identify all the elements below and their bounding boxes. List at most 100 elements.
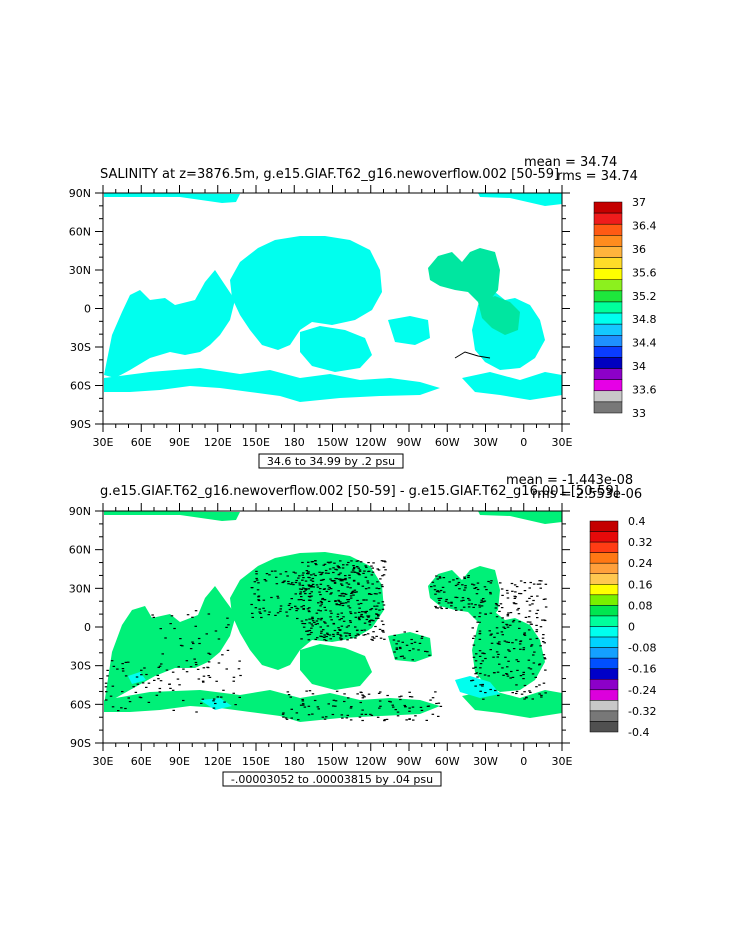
contour-mark (515, 692, 518, 695)
contour-mark (111, 706, 115, 708)
contour-mark (399, 647, 402, 650)
mean-label: mean = 34.74 (524, 155, 617, 170)
contour-mark (315, 612, 319, 614)
contour-mark (353, 589, 357, 591)
contour-mark (514, 591, 517, 593)
contour-mark (410, 642, 414, 645)
contour-mark (111, 685, 115, 687)
contour-mark (358, 619, 361, 621)
contour-mark (538, 664, 541, 666)
x-axis: 30E 60E 90E 120E 150E 180 150W 120W 90W 60W 30W 0 30… (93, 185, 573, 449)
colorbar-label: 36.4 (632, 219, 657, 232)
contour-mark (439, 589, 443, 592)
contour-mark (392, 639, 396, 641)
contour-mark (158, 691, 162, 693)
contour-mark (329, 588, 333, 590)
contour-mark (265, 573, 269, 575)
y-tick-label: 30N (69, 582, 91, 595)
contour-note: 34.6 to 34.99 by .2 psu (267, 455, 395, 468)
contour-mark (364, 565, 367, 567)
colorbar-label: 35.2 (632, 290, 657, 303)
contour-mark (258, 611, 261, 613)
contour-mark (202, 681, 205, 683)
contour-mark (339, 560, 342, 562)
colorbar-swatch (593, 235, 623, 247)
contour-mark (360, 615, 363, 617)
contour-mark (354, 616, 358, 618)
contour-mark (443, 591, 446, 593)
contour-mark (535, 629, 539, 631)
contour-mark (320, 617, 323, 619)
colorbar-label: 0.08 (628, 599, 653, 612)
y-tick-label: 30N (69, 264, 91, 277)
contour-mark (388, 700, 391, 702)
contour-mark (383, 720, 386, 722)
contour-mark (109, 695, 113, 697)
contour-mark (376, 716, 380, 718)
contour-mark (140, 674, 143, 676)
contour-mark (393, 651, 396, 653)
contour-mark (349, 621, 352, 623)
contour-mark (346, 586, 349, 588)
contour-mark (500, 631, 504, 633)
contour-mark (543, 642, 546, 644)
contour-mark (319, 588, 322, 590)
contour-mark (376, 581, 379, 583)
contour-mark (470, 680, 473, 682)
contour-mark (478, 655, 482, 657)
colorbar-swatch (593, 379, 623, 392)
contour-mark (158, 687, 162, 690)
contour-mark (124, 675, 128, 677)
contour-mark (522, 673, 525, 676)
contour-mark (370, 608, 374, 610)
contour-mark (483, 586, 487, 588)
contour-mark (267, 614, 270, 616)
contour-mark (379, 578, 382, 580)
contour-mark (287, 583, 290, 585)
contour-mark (349, 719, 353, 721)
contour-mark (141, 682, 145, 684)
contour-mark (316, 586, 320, 588)
contour-mark (295, 610, 298, 612)
x-tick-label: 30W (473, 755, 498, 768)
contour-mark (544, 669, 547, 671)
contour-mark (317, 609, 320, 611)
field-patch (462, 690, 562, 718)
contour-mark (314, 623, 317, 625)
contour-mark (158, 665, 162, 667)
contour-mark (330, 612, 333, 614)
contour-mark (301, 700, 305, 702)
contour-mark (361, 719, 364, 722)
contour-mark (320, 630, 323, 632)
contour-mark (305, 619, 308, 621)
contour-mark (220, 696, 223, 698)
contour-mark (262, 599, 266, 601)
contour-mark (358, 570, 362, 572)
contour-mark (253, 581, 257, 583)
contour-mark (525, 696, 528, 698)
contour-mark (494, 689, 497, 692)
contour-mark (378, 592, 382, 594)
colorbar-swatch (589, 647, 619, 659)
contour-mark (357, 616, 361, 618)
contour-mark (332, 633, 335, 635)
contour-mark (412, 719, 415, 721)
contour-mark (370, 565, 373, 567)
contour-mark (311, 583, 315, 585)
colorbar-swatch (593, 290, 623, 303)
contour-mark (512, 619, 516, 621)
contour-mark (527, 667, 531, 669)
contour-mark (368, 624, 372, 626)
contour-mark (439, 597, 443, 599)
contour-mark (116, 668, 119, 670)
contour-mark (274, 614, 277, 616)
contour-mark (194, 610, 198, 612)
contour-mark (420, 709, 424, 711)
contour-mark (320, 603, 323, 605)
contour-mark (520, 693, 524, 695)
contour-mark (342, 616, 345, 618)
contour-mark (398, 696, 401, 698)
contour-mark (322, 629, 325, 631)
contour-mark (312, 573, 316, 575)
contour-mark (512, 648, 516, 650)
